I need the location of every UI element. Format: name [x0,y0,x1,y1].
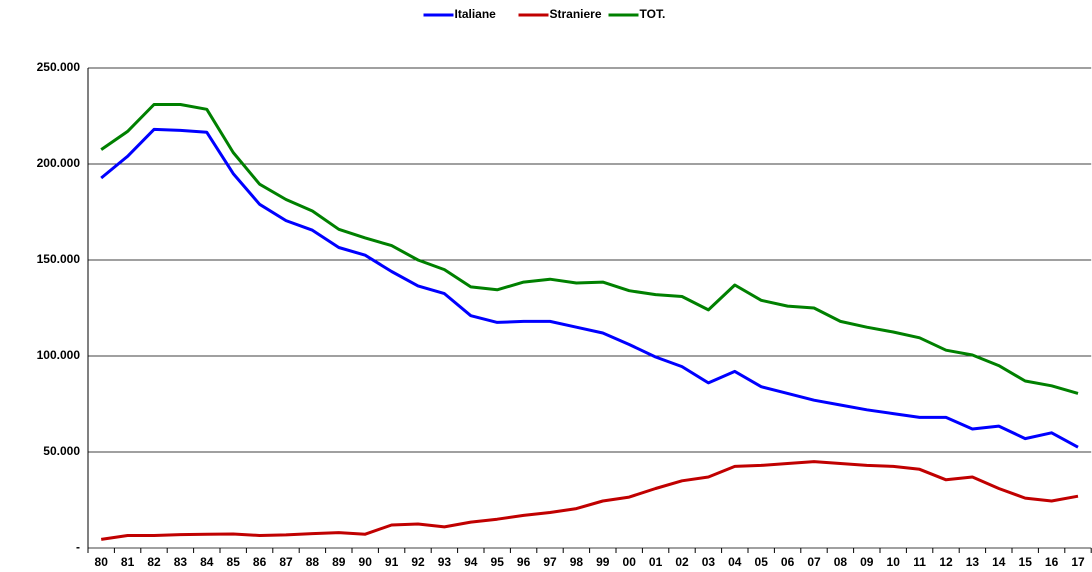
x-tick-label: 01 [649,555,663,569]
y-tick-label: 200.000 [37,156,81,170]
x-tick-label: 97 [543,555,557,569]
line-series [100,460,1079,541]
x-tick-label: 81 [121,555,135,569]
x-tick-label: 85 [227,555,241,569]
x-tick-label: 11 [913,555,926,569]
x-tick-label: 15 [1019,555,1033,569]
x-tick-label: 92 [411,555,425,569]
x-tick-label: 90 [359,555,373,569]
x-tick-label: 82 [147,555,161,569]
line-series [100,127,1079,449]
x-tick-label: 80 [95,555,109,569]
x-tick-label: 99 [596,555,610,569]
x-tick-label: 13 [966,555,980,569]
x-tick-label: 94 [464,555,478,569]
x-tick-label: 88 [306,555,320,569]
x-tick-label: 84 [200,555,214,569]
x-tick-label: 08 [834,555,848,569]
line-series [100,103,1079,395]
y-tick-label: 50.000 [43,444,80,458]
x-tick-label: 10 [887,555,901,569]
x-tick-label: 17 [1071,555,1085,569]
x-tick-label: 98 [570,555,584,569]
x-tick-label: 16 [1045,555,1059,569]
x-tick-label: 04 [728,555,742,569]
x-tick-label: 09 [860,555,874,569]
x-tick-label: 03 [702,555,716,569]
y-tick-label: 100.000 [37,348,81,362]
x-tick-label: 83 [174,555,188,569]
y-tick-label: - [76,540,80,554]
x-tick-label: 02 [675,555,689,569]
x-tick-label: 95 [491,555,505,569]
x-tick-label: 12 [939,555,953,569]
x-tick-label: 00 [623,555,637,569]
x-tick-label: 06 [781,555,795,569]
legend-label: Straniere [550,7,602,21]
x-tick-label: 07 [807,555,821,569]
x-tick-label: 86 [253,555,267,569]
x-tick-label: 87 [279,555,293,569]
x-tick-label: 93 [438,555,452,569]
x-tick-label: 96 [517,555,531,569]
x-tick-label: 14 [992,555,1006,569]
legend-label: Italiane [455,7,497,21]
x-tick-label: 05 [755,555,769,569]
x-tick-label: 89 [332,555,346,569]
x-tick-label: 91 [385,555,399,569]
y-tick-label: 150.000 [37,252,81,266]
legend-label: TOT. [640,7,666,21]
y-tick-label: 250.000 [37,60,81,74]
